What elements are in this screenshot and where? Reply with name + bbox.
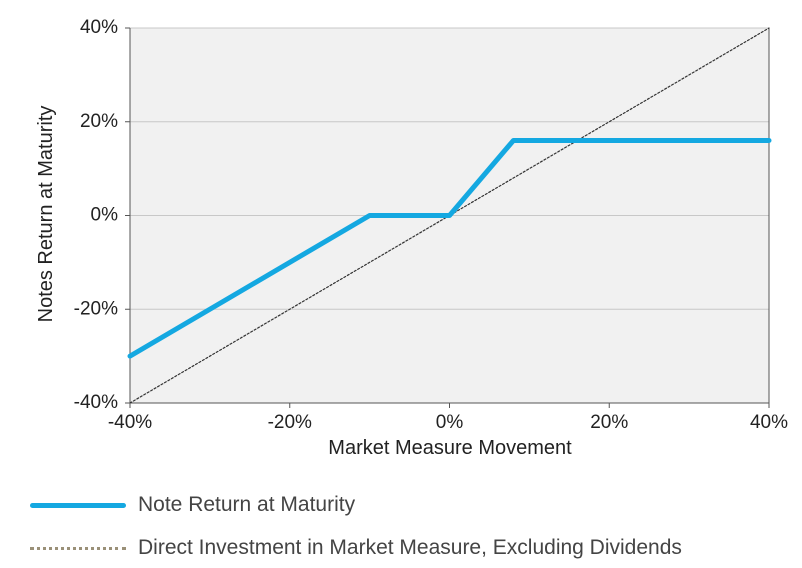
y-tick-label: 40% <box>80 17 118 38</box>
legend-label: Note Return at Maturity <box>138 493 356 516</box>
x-tick-label: -20% <box>268 412 312 433</box>
x-axis-label: Market Measure Movement <box>328 437 572 459</box>
series-line-note-return <box>127 138 772 359</box>
chart: -40% -20% 0% 20% 40% -40% -20% 0% 20% 40% Market … <box>35 17 788 459</box>
y-tick-label: 0% <box>91 205 119 226</box>
x-tick-label: 0% <box>436 412 464 433</box>
legend-item-direct-investment: Direct Investment in Market Measure, Exc… <box>30 536 682 560</box>
x-tick-label: 40% <box>750 412 788 433</box>
x-tick-label: -40% <box>108 412 152 433</box>
legend-swatch-solid <box>30 502 126 508</box>
y-tick-label: -20% <box>74 298 118 319</box>
y-tick-label: 20% <box>80 111 118 132</box>
legend-item-note-return: Note Return at Maturity <box>30 493 355 517</box>
y-tick-label: -40% <box>74 392 118 413</box>
x-tick-label: 20% <box>590 412 628 433</box>
y-axis-label: Notes Return at Maturity <box>35 106 57 323</box>
legend-label: Direct Investment in Market Measure, Exc… <box>138 536 682 559</box>
legend-swatch-dotted <box>30 546 126 550</box>
